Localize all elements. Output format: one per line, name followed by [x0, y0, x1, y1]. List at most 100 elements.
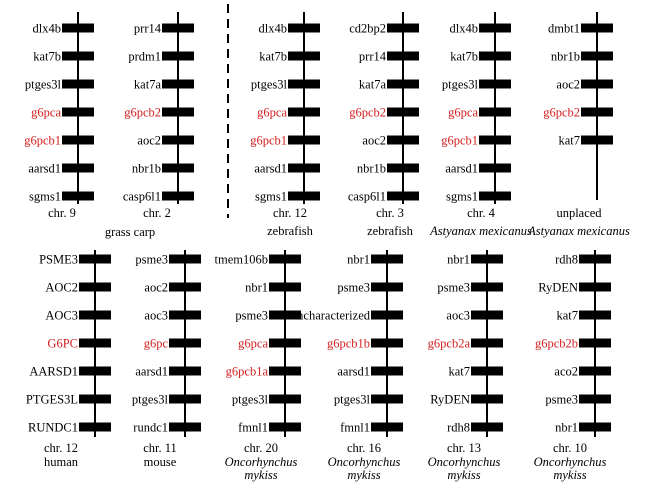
- gene-block: [479, 51, 511, 61]
- chromosome-label: chr. 20: [244, 441, 278, 455]
- gene-block: [169, 366, 201, 376]
- gene-block: [269, 338, 301, 348]
- gene-label: g6pc: [144, 337, 169, 351]
- gene-block: [269, 282, 301, 292]
- gene-block: [579, 338, 611, 348]
- gene-label: PTGES3L: [26, 393, 78, 407]
- gene-block: [479, 191, 511, 201]
- gene-label: ptges3l: [232, 393, 269, 407]
- chromosome-label: chr. 11: [143, 441, 177, 455]
- chromosome-label: chr. 10: [553, 441, 587, 455]
- chromosome-label: chr. 3: [376, 206, 404, 220]
- top-chromosome-3: dlx4b kat7b ptges3l g6pca g6pcb1 aarsd1 sgms1 c…: [250, 12, 320, 238]
- species-label: Oncorhynchus: [225, 455, 298, 469]
- gene-block: [169, 282, 201, 292]
- gene-label: g6pca: [31, 106, 61, 120]
- gene-label: dlx4b: [259, 22, 287, 36]
- bottom-chromosome-2: psme3 aoc2 aoc3 g6pc aarsd1 ptges3l rundc1 chr.…: [132, 250, 201, 469]
- gene-block: [169, 310, 201, 320]
- gene-block: [269, 310, 301, 320]
- grass-carp-label: grass carp: [105, 225, 155, 239]
- gene-label: nbr1: [347, 253, 370, 267]
- gene-block: [162, 51, 194, 61]
- gene-block: [371, 366, 403, 376]
- gene-block: [479, 23, 511, 33]
- gene-block: [162, 191, 194, 201]
- gene-label: g6pca: [257, 106, 287, 120]
- gene-label: nbr1: [555, 421, 578, 435]
- gene-label: g6pcb1: [24, 134, 61, 148]
- gene-block: [387, 79, 419, 89]
- gene-label: g6pcb1b: [327, 337, 370, 351]
- gene-label: aoc3: [446, 309, 470, 323]
- gene-block: [162, 107, 194, 117]
- gene-label: aarsd1: [445, 162, 478, 176]
- gene-block: [479, 135, 511, 145]
- gene-label: dlx4b: [450, 22, 478, 36]
- top-chromosome-2: prr14 prdm1 kat7a g6pcb2 aoc2 nbr1b casp6l1 chr…: [123, 12, 194, 220]
- gene-label: nbr1b: [132, 162, 161, 176]
- gene-label: g6pcb2: [349, 106, 386, 120]
- gene-label: casp6l1: [348, 190, 386, 204]
- gene-block: [471, 310, 503, 320]
- gene-label: ptges3l: [334, 393, 371, 407]
- species-label: Oncorhynchus: [428, 455, 501, 469]
- gene-label: aoc2: [137, 134, 161, 148]
- gene-label: nbr1: [245, 281, 268, 295]
- gene-label: ptges3l: [25, 78, 62, 92]
- bottom-chromosome-4: nbr1 psme3 uncharacterized g6pcb1b aarsd1 ptg…: [291, 250, 403, 482]
- species-label: mouse: [144, 455, 177, 469]
- gene-label: rdh8: [555, 253, 578, 267]
- gene-label: G6PC: [47, 337, 78, 351]
- gene-label: rundc1: [133, 421, 168, 435]
- gene-block: [169, 254, 201, 264]
- gene-block: [579, 310, 611, 320]
- gene-block: [288, 107, 320, 117]
- chromosome-label: chr. 12: [273, 206, 307, 220]
- top-chromosome-1: dlx4b kat7b ptges3l g6pca g6pcb1 aarsd1 sgms1 c…: [24, 12, 94, 220]
- gene-block: [387, 191, 419, 201]
- gene-block: [579, 282, 611, 292]
- chromosome-label: chr. 9: [48, 206, 76, 220]
- gene-label: sgms1: [446, 190, 478, 204]
- gene-block: [471, 338, 503, 348]
- gene-label: kat7: [556, 309, 578, 323]
- gene-label: fmnl1: [238, 421, 268, 435]
- gene-block: [162, 163, 194, 173]
- species-label: mykiss: [244, 468, 277, 482]
- bottom-chromosome-1: PSME3 AOC2 AOC3 G6PC AARSD1 PTGES3L RUNDC1 chr.…: [26, 250, 111, 469]
- gene-block: [371, 254, 403, 264]
- gene-label: kat7a: [134, 78, 162, 92]
- gene-block: [269, 394, 301, 404]
- gene-label: PSME3: [39, 253, 78, 267]
- gene-label: AOC2: [45, 281, 78, 295]
- gene-block: [471, 254, 503, 264]
- gene-label: kat7b: [450, 50, 478, 64]
- top-chromosome-4: cd2bp2 prr14 kat7a g6pcb2 aoc2 nbr1b casp6l1 ch…: [348, 12, 419, 238]
- top-chromosome-6: dmbt1 nbr1b aoc2 g6pcb2 kat7 unplaced Astyanax…: [527, 12, 630, 238]
- gene-block: [79, 394, 111, 404]
- gene-label: aarsd1: [254, 162, 287, 176]
- gene-block: [371, 338, 403, 348]
- gene-label: nbr1: [447, 253, 470, 267]
- gene-label: g6pcb1: [250, 134, 287, 148]
- gene-label: prr14: [134, 22, 162, 36]
- gene-label: aoc3: [144, 309, 168, 323]
- species-label: mykiss: [447, 468, 480, 482]
- gene-block: [162, 79, 194, 89]
- gene-label: rdh8: [447, 421, 470, 435]
- gene-block: [79, 366, 111, 376]
- bottom-chromosome-5: nbr1 psme3 aoc3 g6pcb2a kat7 RyDEN rdh8 chr. 13…: [428, 250, 503, 482]
- gene-label: AOC3: [45, 309, 78, 323]
- chromosome-label: chr. 13: [447, 441, 481, 455]
- gene-block: [371, 394, 403, 404]
- gene-block: [471, 366, 503, 376]
- gene-label: kat7b: [259, 50, 287, 64]
- gene-block: [579, 422, 611, 432]
- gene-label: prr14: [359, 50, 387, 64]
- gene-label: aco2: [554, 365, 578, 379]
- gene-label: psme3: [337, 281, 370, 295]
- gene-label: kat7a: [359, 78, 387, 92]
- gene-block: [288, 23, 320, 33]
- gene-block: [288, 135, 320, 145]
